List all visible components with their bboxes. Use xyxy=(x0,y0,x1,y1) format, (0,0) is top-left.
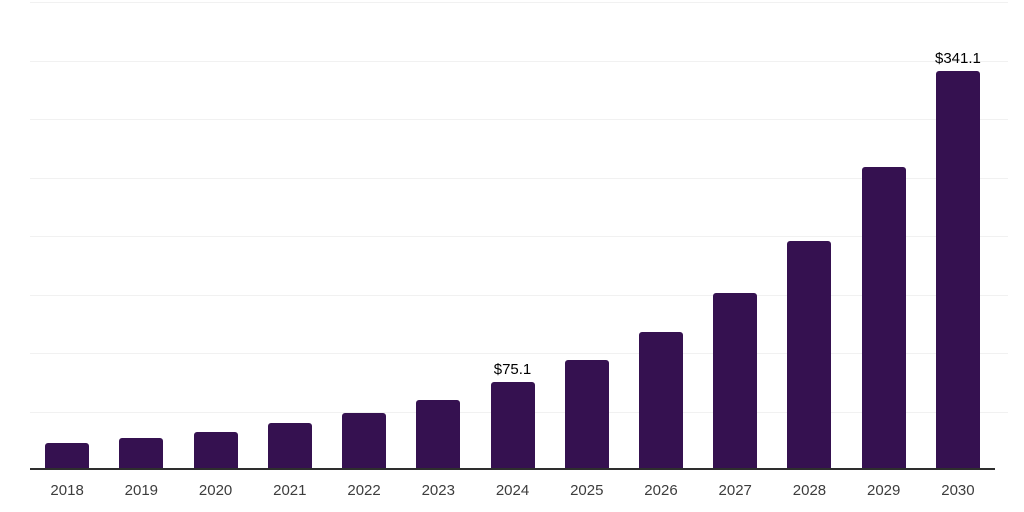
bar-2030 xyxy=(935,70,980,470)
bar-column-2018 xyxy=(30,0,104,470)
x-tick-label-2026: 2026 xyxy=(644,482,678,499)
bar-column-2025 xyxy=(550,0,624,470)
gridline-400 xyxy=(30,2,1008,3)
bars-container: $75.1 $341.1 xyxy=(30,0,995,470)
x-tick-label-2028: 2028 xyxy=(792,482,827,499)
bar-column-2021 xyxy=(253,0,327,470)
bar-2025 xyxy=(564,360,609,470)
bar-column-2029 xyxy=(847,0,921,470)
x-axis-tick-labels: 2018 2019 2020 2021 2022 2023 2024 2025 2026 2027… xyxy=(30,481,995,501)
bar-2022 xyxy=(342,412,387,470)
x-tick-label-2023: 2023 xyxy=(421,482,455,499)
bar-2020 xyxy=(193,431,238,470)
bar-column-2030: $341.1 xyxy=(921,0,995,470)
x-tick-label-2025: 2025 xyxy=(570,482,604,499)
gridline-350 xyxy=(30,60,1008,62)
x-tick-label-2022: 2022 xyxy=(347,482,381,499)
bar-2021 xyxy=(267,423,312,470)
gridline-300 xyxy=(30,119,1008,120)
bar-2026 xyxy=(638,331,683,470)
x-tick-label-2027: 2027 xyxy=(718,482,752,499)
bar-2028 xyxy=(787,241,832,470)
bar-2023 xyxy=(416,399,461,470)
x-tick-label-2020: 2020 xyxy=(198,482,233,499)
bar-2024 xyxy=(490,382,535,470)
bar-2027 xyxy=(713,292,758,470)
x-axis-line xyxy=(30,468,995,470)
bar-column-2027 xyxy=(698,0,772,470)
gridline-200 xyxy=(30,236,1008,237)
gridline-150 xyxy=(30,294,1008,296)
bar-column-2023 xyxy=(401,0,475,470)
x-tick-label-2021: 2021 xyxy=(273,482,307,499)
bar-column-2022 xyxy=(327,0,401,470)
bar-column-2019 xyxy=(104,0,178,470)
x-tick-label-2024: 2024 xyxy=(495,482,530,499)
bar-2019 xyxy=(119,438,164,470)
bar-2029 xyxy=(861,167,906,470)
gridline-250 xyxy=(30,177,1008,179)
bar-column-2026 xyxy=(624,0,698,470)
bar-column-2024: $75.1 xyxy=(475,0,549,470)
x-tick-label-2019: 2019 xyxy=(124,482,159,499)
x-tick-label-2030: 2030 xyxy=(941,482,975,499)
bar-value-label-2024: $75.1 xyxy=(493,361,532,379)
x-tick-label-2029: 2029 xyxy=(867,482,901,499)
bar-column-2028 xyxy=(772,0,846,470)
bar-column-2020 xyxy=(178,0,252,470)
x-tick-label-2018: 2018 xyxy=(50,482,84,499)
plot-area: $75.1 $341.1 xyxy=(30,0,1008,470)
gridline-100 xyxy=(30,353,1008,354)
bar-value-label-2030: $341.1 xyxy=(934,49,981,67)
bar-2018 xyxy=(45,443,90,470)
